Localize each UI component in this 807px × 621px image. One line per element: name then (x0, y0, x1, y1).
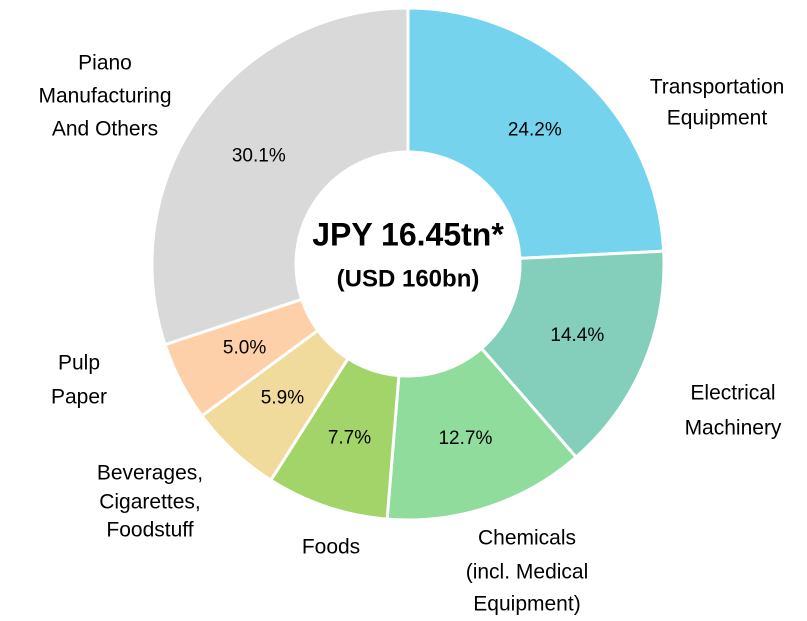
category-label: Piano (78, 52, 132, 75)
category-label: (incl. Medical (466, 561, 589, 584)
value-label: 24.2% (508, 120, 562, 141)
category-label: Cigarettes, (99, 491, 201, 514)
category-label: Manufacturing (38, 85, 171, 108)
value-label: 5.9% (261, 388, 304, 409)
category-label: Equipment (667, 107, 768, 130)
value-label: 30.1% (232, 145, 286, 166)
category-label: Beverages, (97, 462, 203, 485)
slices (150, 6, 666, 522)
value-label: 7.7% (328, 427, 371, 448)
slice (150, 6, 410, 347)
value-label: 12.7% (438, 428, 492, 449)
category-label: Pulp (58, 352, 100, 375)
category-label: Chemicals (478, 527, 576, 550)
category-label: Machinery (685, 417, 782, 440)
slice (406, 6, 666, 260)
value-label: 14.4% (550, 325, 604, 346)
center-subtitle: (USD 160bn) (337, 265, 480, 292)
category-label: Electrical (690, 382, 775, 405)
value-label: 5.0% (223, 338, 266, 359)
center-title: JPY 16.45tn* (312, 216, 504, 252)
category-label: Paper (51, 386, 107, 409)
slice (479, 249, 666, 460)
category-label: And Others (52, 118, 158, 141)
category-label: Foods (302, 536, 360, 559)
category-label: Foodstuff (106, 519, 193, 542)
slice (385, 346, 579, 522)
category-label: Transportation (650, 76, 785, 99)
category-label: Equipment) (473, 593, 580, 616)
